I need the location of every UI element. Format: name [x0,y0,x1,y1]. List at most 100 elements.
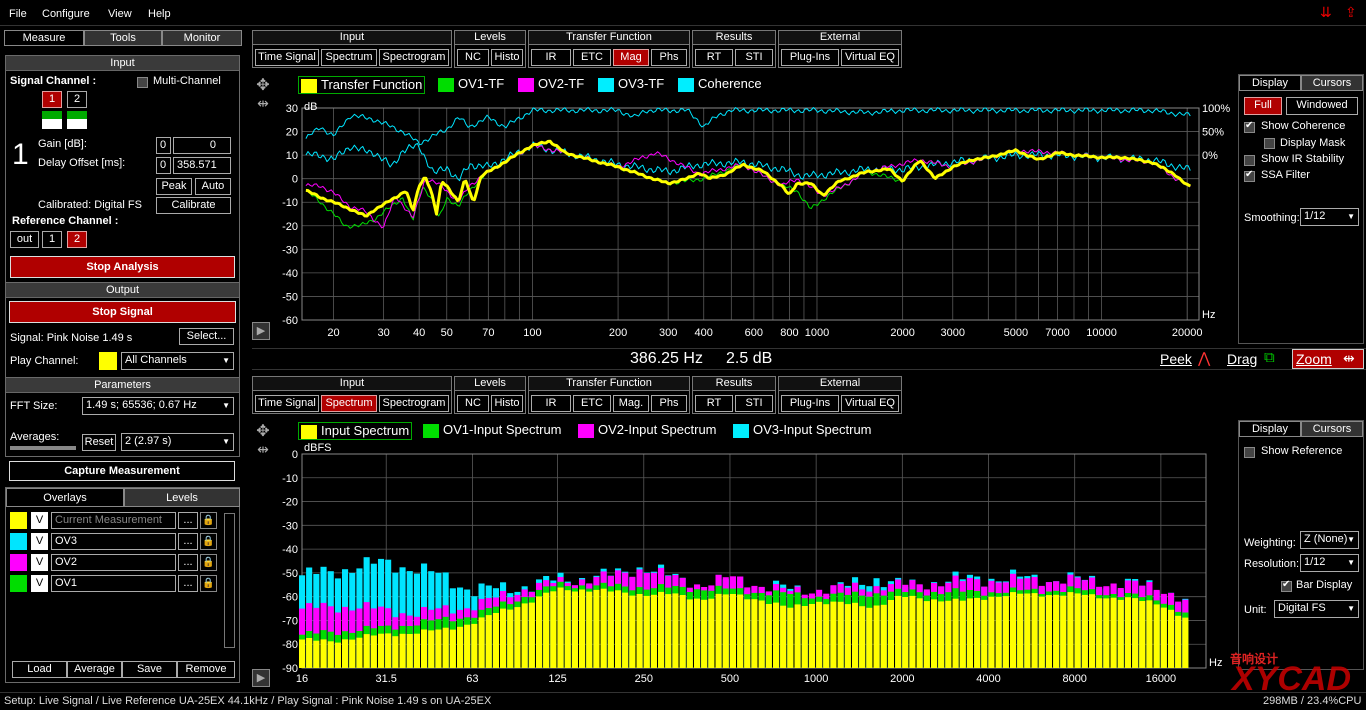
navigation-arrows-icon[interactable]: ✥ ⇹ [256,423,270,457]
drag-button[interactable]: Drag [1227,351,1258,367]
toolbar-button-ir[interactable]: IR [531,395,571,412]
toolbar-button-spectrum[interactable]: Spectrum [321,395,377,412]
play-channel-select[interactable]: All Channels [121,352,234,370]
legend-ov2-tf[interactable]: OV2-TF [518,76,584,92]
ref-out-button[interactable]: out [10,231,39,248]
ssa-filter-checkbox[interactable] [1244,169,1255,182]
toolbar-button-spectrogram[interactable]: Spectrogram [379,395,449,412]
tab-monitor[interactable]: Monitor [162,30,242,46]
overlay-name[interactable]: OV3 [51,533,176,550]
lock-icon[interactable]: 🔒 [200,554,217,571]
overlay-row[interactable]: V OV1 ... 🔒 [8,574,222,594]
toolbar-button-histo[interactable]: Histo [491,395,523,412]
toolbar-button-plug-ins[interactable]: Plug-Ins [781,395,839,412]
overlay-visibility-toggle[interactable]: V [31,533,48,550]
multi-channel-checkbox[interactable] [137,77,148,88]
lock-icon[interactable]: 🔒 [200,575,217,592]
play-icon[interactable]: ▶ [252,669,270,687]
smoothing-select[interactable]: 1/12 [1300,208,1359,226]
toolbar-button-time-signal[interactable]: Time Signal [255,395,319,412]
fft-size-select[interactable]: 1.49 s; 65536; 0.67 Hz [82,397,234,415]
overlay-row[interactable]: V OV2 ... 🔒 [8,553,222,573]
toolbar-button-plug-ins[interactable]: Plug-Ins [781,49,839,66]
legend-ov1-input-spectrum[interactable]: OV1-Input Spectrum [423,422,562,438]
toolbar-button-phs[interactable]: Phs [651,395,687,412]
toolbar-button-virtual-eq[interactable]: Virtual EQ [841,49,899,66]
overlay-color-swatch[interactable] [10,575,27,592]
overlay-row[interactable]: V Current Measurement ... 🔒 [8,511,222,531]
overlay-visibility-toggle[interactable]: V [31,554,48,571]
overlay-color-swatch[interactable] [10,533,27,550]
toolbar-button-ir[interactable]: IR [531,49,571,66]
peak-button[interactable]: Peak [156,178,192,195]
toolbar-button-nc[interactable]: NC [457,49,489,66]
legend-ov2-input-spectrum[interactable]: OV2-Input Spectrum [578,422,717,438]
navigation-arrows-icon[interactable]: ✥ ⇹ [256,77,270,111]
overlay-scrollbar[interactable] [224,513,235,648]
full-button[interactable]: Full [1244,97,1282,115]
legend-ov3-tf[interactable]: OV3-TF [598,76,664,92]
overlay-options-button[interactable]: ... [178,512,198,529]
toolbar-button-mag-[interactable]: Mag. [613,395,649,412]
signal-channel-2-button[interactable]: 2 [67,91,87,108]
display-mask-checkbox[interactable] [1264,138,1275,149]
overlay-visibility-toggle[interactable]: V [31,575,48,592]
window-restore-icon[interactable]: ⇊ [1320,4,1332,20]
reset-button[interactable]: Reset [82,434,116,451]
tab-tools[interactable]: Tools [84,30,162,46]
toolbar-button-nc[interactable]: NC [457,395,489,412]
play-icon[interactable]: ▶ [252,322,270,340]
toolbar-button-sti[interactable]: STI [735,49,773,66]
delay-coarse-field[interactable]: 0 [156,157,171,174]
toolbar-button-virtual-eq[interactable]: Virtual EQ [841,395,899,412]
tab-display[interactable]: Display [1239,421,1301,437]
overlay-name[interactable]: OV2 [51,554,176,571]
toolbar-button-spectrogram[interactable]: Spectrogram [379,49,449,66]
ref-channel-2-button[interactable]: 2 [67,231,87,248]
peek-button[interactable]: Peek [1160,351,1192,367]
overlay-row[interactable]: V OV3 ... 🔒 [8,532,222,552]
overlay-visibility-toggle[interactable]: V [31,512,48,529]
export-icon[interactable]: ⇪ [1345,4,1357,20]
overlay-options-button[interactable]: ... [178,554,198,571]
unit-select[interactable]: Digital FS [1274,600,1359,618]
lock-icon[interactable]: 🔒 [200,533,217,550]
windowed-button[interactable]: Windowed [1286,97,1358,115]
overlay-name[interactable]: OV1 [51,575,176,592]
tab-measure[interactable]: Measure [4,30,84,46]
toolbar-button-histo[interactable]: Histo [491,49,523,66]
legend-input-spectrum[interactable]: Input Spectrum [298,422,413,440]
toolbar-button-phs[interactable]: Phs [651,49,687,66]
capture-measurement-button[interactable]: Capture Measurement [9,461,235,481]
toolbar-button-sti[interactable]: STI [735,395,773,412]
menu-view[interactable]: View [108,8,132,20]
weighting-select[interactable]: Z (None) [1300,531,1359,549]
show-reference-checkbox[interactable] [1244,447,1255,458]
legend-transfer-function[interactable]: Transfer Function [298,76,426,94]
signal-channel-1-button[interactable]: 1 [42,91,62,108]
bar-display-checkbox[interactable] [1281,579,1292,592]
legend-ov1-tf[interactable]: OV1-TF [438,76,504,92]
gain-coarse-field[interactable]: 0 [156,137,171,154]
overlay-name[interactable]: Current Measurement [51,512,176,529]
load-button[interactable]: Load [12,661,67,678]
toolbar-button-etc[interactable]: ETC [573,395,611,412]
stop-signal-button[interactable]: Stop Signal [9,301,236,323]
ref-channel-1-button[interactable]: 1 [42,231,62,248]
calibrate-button[interactable]: Calibrate [156,197,231,214]
toolbar-button-mag[interactable]: Mag [613,49,649,66]
resolution-select[interactable]: 1/12 [1300,554,1359,572]
gain-field[interactable]: 0 [173,137,231,154]
show-ir-stability-checkbox[interactable] [1244,155,1255,166]
tab-cursors[interactable]: Cursors [1301,421,1363,437]
average-button[interactable]: Average [67,661,122,678]
averages-select[interactable]: 2 (2.97 s) [121,433,234,451]
remove-button[interactable]: Remove [177,661,235,678]
auto-button[interactable]: Auto [195,178,231,195]
select-signal-button[interactable]: Select... [179,328,234,345]
lock-icon[interactable]: 🔒 [200,512,217,529]
legend-coherence[interactable]: Coherence [678,76,762,92]
toolbar-button-spectrum[interactable]: Spectrum [321,49,377,66]
overlay-color-swatch[interactable] [10,554,27,571]
